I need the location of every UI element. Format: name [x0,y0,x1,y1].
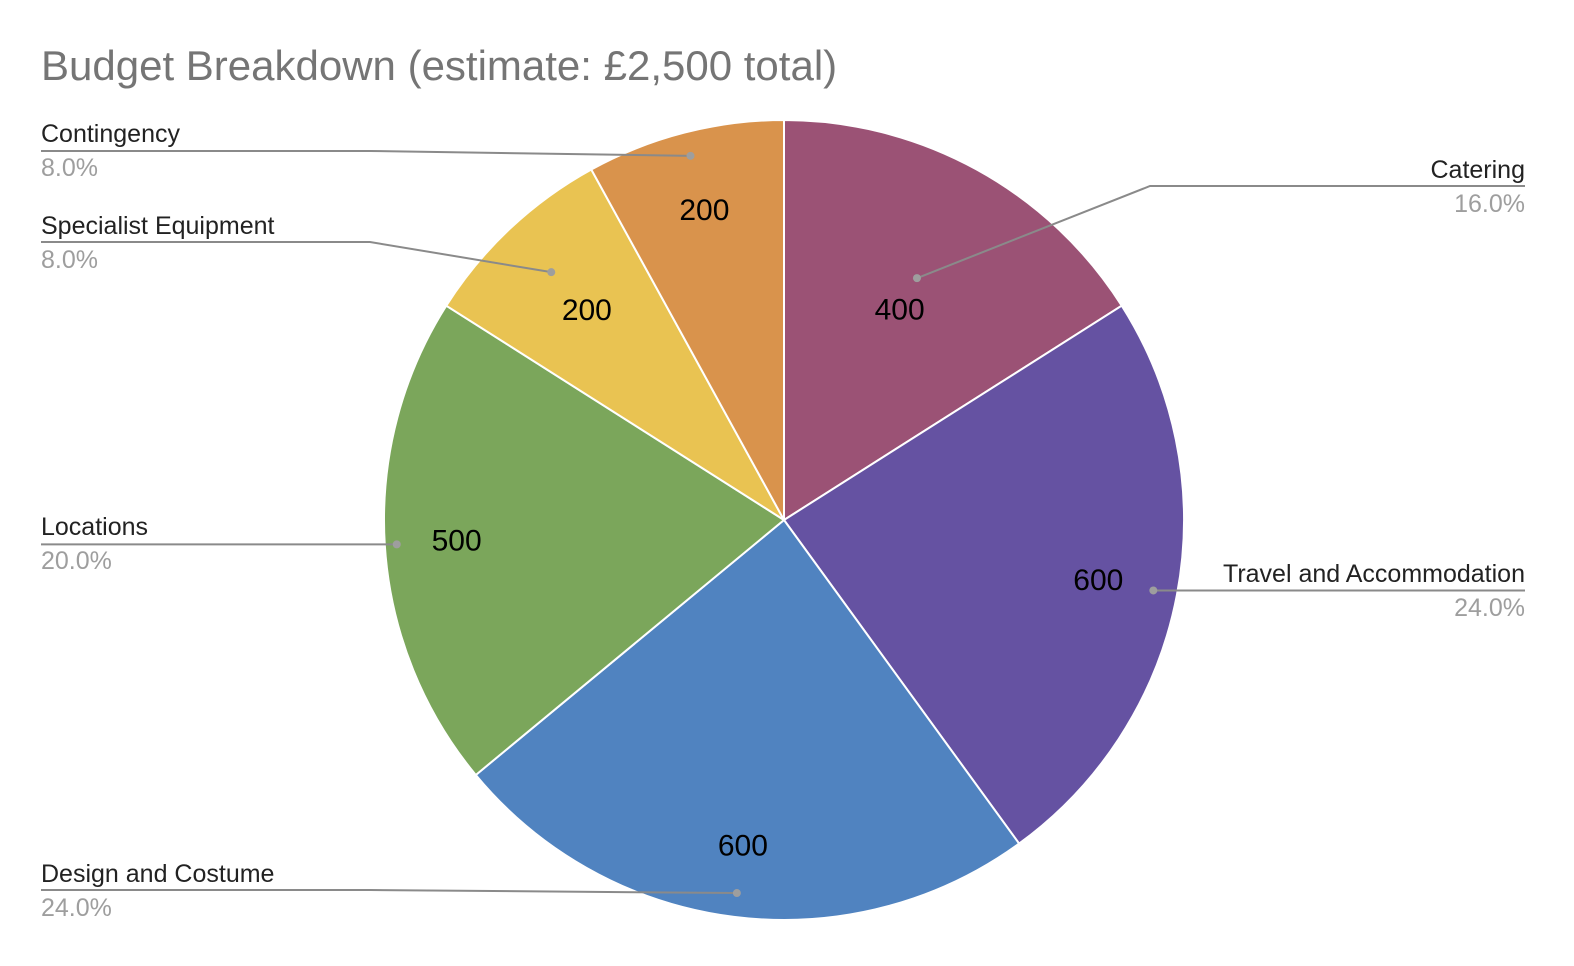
value-label-design-and-costume: 600 [718,829,768,862]
pie-slices [383,118,1185,921]
leader-lines [41,150,1525,898]
percent-label-design-and-costume: 24.0% [41,894,112,922]
leader-line-contingency [41,150,691,157]
chart-title: Budget Breakdown (estimate: £2,500 total… [41,42,837,89]
category-label-catering: Catering [1431,156,1526,184]
category-label-design-and-costume: Design and Costume [41,860,274,888]
leader-line-catering [916,185,1525,280]
value-labels: 400 600 600 500 200 200 [432,194,1124,862]
leader-dot-travel-and-accommodation [1149,586,1158,595]
category-labels: Catering 16.0% Travel and Accommodation 24.… [41,120,1525,922]
slice-design-and-costume [474,518,1021,921]
percent-label-locations: 20.0% [41,547,112,575]
slice-contingency [589,118,785,521]
value-label-catering: 400 [875,294,925,327]
percent-label-catering: 16.0% [1454,190,1525,218]
leader-dot-catering [912,274,921,283]
leader-dot-locations [392,540,401,549]
value-label-locations: 500 [432,525,482,558]
value-label-travel-and-accommodation: 600 [1073,564,1123,597]
value-label-contingency: 200 [679,194,729,227]
percent-label-travel-and-accommodation: 24.0% [1454,594,1525,622]
value-label-specialist-equipment: 200 [562,294,612,327]
slice-catering [783,118,1124,522]
category-label-specialist-equipment: Specialist Equipment [41,212,275,240]
leader-dot-specialist-equipment [547,268,556,277]
category-label-contingency: Contingency [41,120,180,148]
slice-travel-and-accommodation [782,304,1185,846]
percent-label-specialist-equipment: 8.0% [41,246,98,274]
category-label-locations: Locations [41,513,148,541]
leader-dot-design-and-costume [732,889,741,898]
category-label-travel-and-accommodation: Travel and Accommodation [1223,560,1525,588]
leader-line-design-and-costume [41,889,737,895]
slice-specialist-equipment [444,168,785,521]
leader-dot-contingency [686,151,695,160]
leader-line-specialist-equipment [41,241,552,274]
percent-label-contingency: 8.0% [41,154,98,182]
